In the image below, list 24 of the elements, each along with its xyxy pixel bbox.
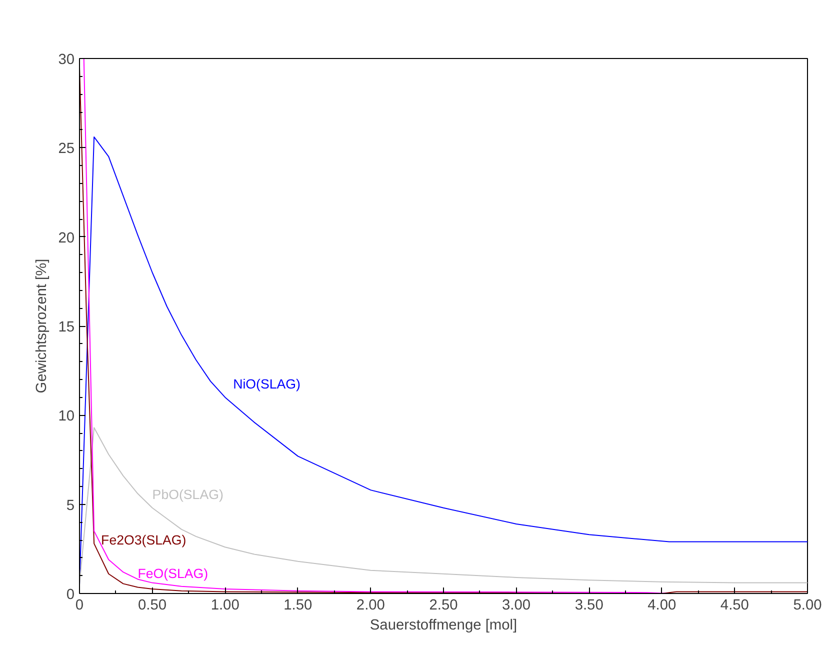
y-tick-label: 15 bbox=[58, 320, 75, 336]
x-tick-label: 4.00 bbox=[648, 598, 676, 614]
line-series bbox=[80, 427, 808, 586]
series-label: Fe2O3(SLAG) bbox=[101, 532, 186, 548]
x-tick-label: 0.50 bbox=[138, 598, 167, 614]
series-label: NiO(SLAG) bbox=[233, 376, 300, 392]
x-tick-label: 2.50 bbox=[429, 598, 458, 614]
y-tick-label: 30 bbox=[58, 52, 75, 68]
y-tick-label: 20 bbox=[58, 230, 75, 246]
x-tick-label: 2.00 bbox=[356, 598, 385, 614]
x-tick-label: 3.50 bbox=[574, 598, 604, 614]
y-axis-title: Gewichtsprozent [%] bbox=[34, 258, 50, 394]
x-tick-label: 5.00 bbox=[793, 598, 822, 614]
x-axis-title: Sauerstoffmenge [mol] bbox=[370, 618, 518, 634]
y-tick-label: 25 bbox=[58, 141, 75, 158]
y-tick-label: 5 bbox=[66, 498, 75, 514]
series-label: PbO(SLAG) bbox=[152, 486, 224, 502]
x-tick-label: 1.00 bbox=[210, 598, 240, 614]
x-tick-label: 3.00 bbox=[502, 598, 531, 614]
x-tick-label: 1.50 bbox=[284, 598, 312, 614]
y-tick-label: 0 bbox=[66, 587, 75, 603]
series-label: FeO(SLAG) bbox=[138, 566, 208, 582]
x-tick-label: 4.50 bbox=[720, 598, 749, 614]
y-tick-label: 10 bbox=[58, 408, 75, 425]
